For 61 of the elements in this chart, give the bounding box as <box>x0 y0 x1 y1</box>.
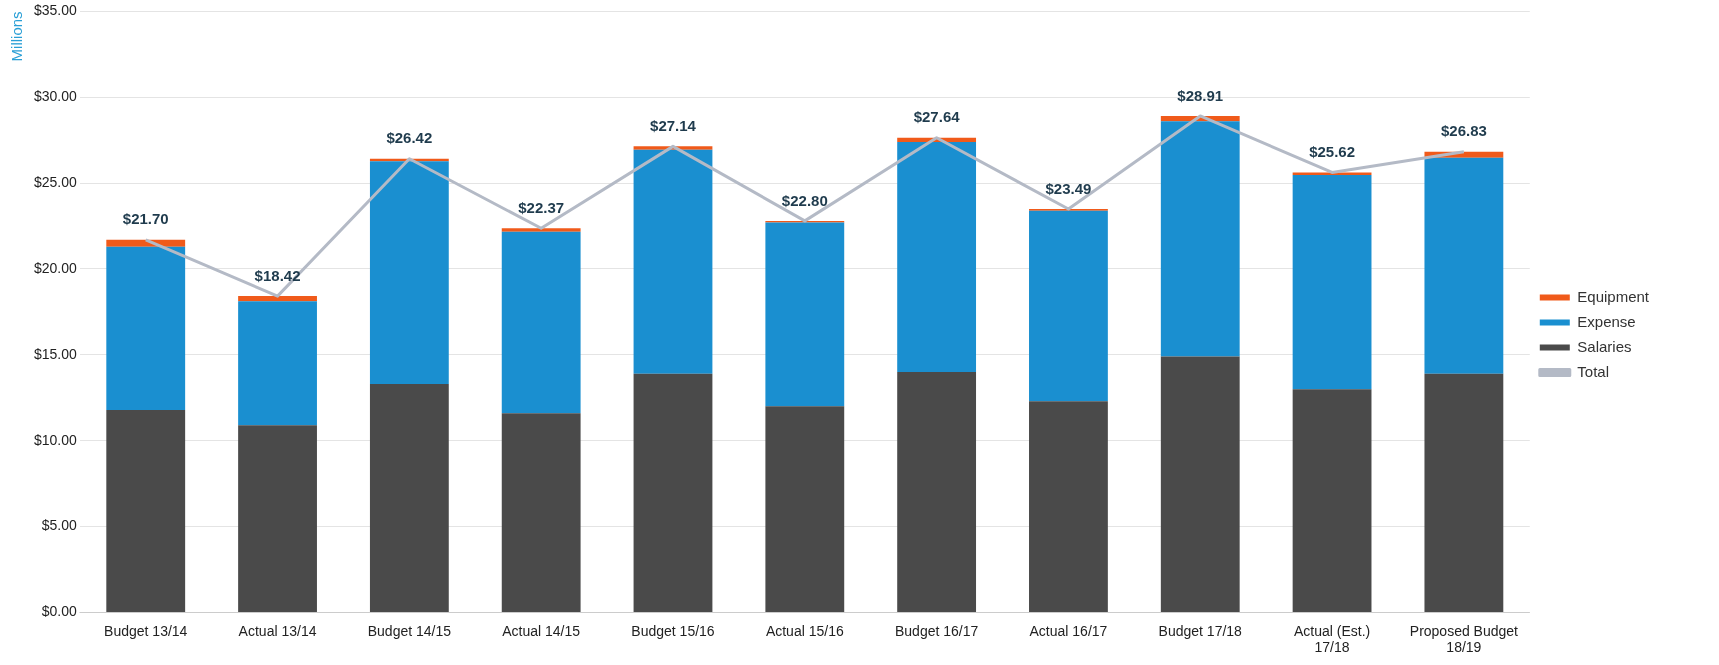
bar <box>106 239 186 247</box>
data-label: $21.70 <box>122 210 169 228</box>
data-label: $28.91 <box>1177 86 1224 104</box>
legend-label: Salaries <box>1577 337 1632 355</box>
y-tick-label: $10.00 <box>33 431 78 448</box>
y-tick-label: $30.00 <box>33 88 78 105</box>
bar <box>1292 172 1372 176</box>
y-tick-label: $0.00 <box>41 603 78 620</box>
bar <box>501 413 581 612</box>
data-label: $22.37 <box>518 198 565 216</box>
x-tick-label: Actual 16/17 <box>1029 622 1108 639</box>
data-label: $22.80 <box>781 191 828 209</box>
x-tick-label: Budget 17/18 <box>1158 622 1243 639</box>
bar <box>501 228 581 232</box>
y-tick-label: $5.00 <box>41 517 78 534</box>
legend-label: Equipment <box>1577 287 1650 305</box>
data-label: $27.64 <box>913 108 961 126</box>
legend-label: Total <box>1577 362 1609 380</box>
x-tick-label: Actual 13/14 <box>238 622 317 639</box>
bar <box>1292 389 1372 612</box>
y-axis-title: Millions <box>8 11 26 62</box>
bar <box>1292 175 1372 390</box>
y-tick-label: $15.00 <box>33 345 78 362</box>
bar <box>238 296 317 302</box>
x-tick-label: Actual 14/15 <box>502 622 581 639</box>
bar <box>1160 121 1240 357</box>
bar <box>106 410 186 612</box>
bar <box>765 222 845 407</box>
data-label: $23.49 <box>1045 179 1092 197</box>
bar <box>369 161 449 385</box>
bar <box>1424 373 1504 612</box>
x-tick-label: Budget 13/14 <box>104 622 188 639</box>
bar <box>897 372 977 612</box>
data-label: $18.42 <box>254 266 301 284</box>
y-tick-label: $20.00 <box>33 259 78 276</box>
legend-label: Expense <box>1577 312 1636 330</box>
bar <box>633 149 713 374</box>
x-tick-label: Actual 15/16 <box>765 622 844 639</box>
x-tick-label: Budget 16/17 <box>894 622 979 639</box>
bar <box>633 373 713 612</box>
bar <box>1029 210 1108 402</box>
x-tick-label: Budget 14/15 <box>367 622 452 639</box>
y-tick-label: $25.00 <box>33 173 78 190</box>
data-label: $27.14 <box>650 117 697 135</box>
x-tick-label: Actual (Est.) 17/18 <box>1293 622 1371 656</box>
bar <box>1424 157 1504 374</box>
x-tick-label: Budget 15/16 <box>631 622 715 639</box>
data-label: $26.83 <box>1440 122 1487 140</box>
bar <box>238 301 317 426</box>
bar <box>897 142 977 372</box>
bar <box>501 231 581 414</box>
data-label: $26.42 <box>386 129 433 147</box>
bar <box>1029 401 1108 612</box>
bar <box>106 246 186 411</box>
data-label: $25.62 <box>1309 143 1356 161</box>
x-tick-label: Proposed Budget 18/19 <box>1409 622 1519 656</box>
y-tick-label: $35.00 <box>33 2 78 19</box>
bar <box>238 425 317 612</box>
bar <box>369 384 449 612</box>
bar <box>1160 356 1240 612</box>
bar <box>765 406 845 612</box>
